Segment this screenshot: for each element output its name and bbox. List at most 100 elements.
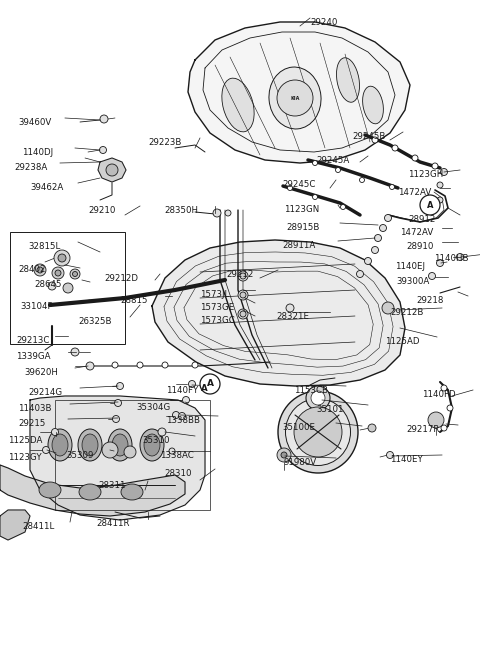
Circle shape: [158, 428, 166, 436]
Ellipse shape: [286, 398, 350, 466]
Text: 1123GY: 1123GY: [8, 453, 42, 462]
Text: 26325B: 26325B: [78, 317, 111, 326]
Circle shape: [437, 182, 443, 188]
Ellipse shape: [278, 391, 358, 473]
Ellipse shape: [336, 58, 360, 102]
Text: 1339GA: 1339GA: [16, 352, 50, 361]
Circle shape: [115, 400, 121, 407]
Circle shape: [240, 273, 246, 279]
Text: 39462A: 39462A: [30, 183, 63, 192]
Text: 1123GN: 1123GN: [284, 205, 319, 214]
Circle shape: [364, 258, 372, 264]
Text: 28321E: 28321E: [276, 312, 309, 321]
Circle shape: [312, 161, 317, 165]
Text: 29212D: 29212D: [104, 274, 138, 283]
Ellipse shape: [222, 78, 254, 132]
Text: 29238A: 29238A: [14, 163, 47, 172]
Circle shape: [70, 269, 80, 279]
Ellipse shape: [108, 429, 132, 461]
Circle shape: [286, 304, 294, 312]
Circle shape: [51, 428, 59, 436]
Text: 1140EJ: 1140EJ: [395, 262, 425, 271]
Circle shape: [412, 155, 418, 161]
Text: 28411R: 28411R: [96, 519, 130, 528]
Circle shape: [100, 115, 108, 123]
Text: 39300A: 39300A: [396, 277, 429, 286]
Text: 28402: 28402: [18, 265, 46, 274]
Ellipse shape: [121, 484, 143, 500]
Text: 29212: 29212: [226, 270, 253, 279]
Text: 28910: 28910: [406, 242, 433, 251]
Circle shape: [277, 448, 291, 462]
Ellipse shape: [48, 429, 72, 461]
Circle shape: [137, 362, 143, 368]
Circle shape: [106, 164, 118, 176]
Text: 29212B: 29212B: [390, 308, 423, 317]
Polygon shape: [152, 240, 405, 386]
Ellipse shape: [82, 434, 98, 456]
Circle shape: [312, 194, 317, 199]
Circle shape: [238, 271, 248, 281]
Text: 29215: 29215: [18, 419, 46, 428]
Text: 29245C: 29245C: [282, 180, 315, 189]
Text: A: A: [206, 380, 214, 388]
Circle shape: [436, 260, 444, 266]
Bar: [55, 400, 210, 510]
Circle shape: [441, 385, 447, 391]
Circle shape: [238, 290, 248, 300]
Text: 91980V: 91980V: [284, 458, 317, 467]
Circle shape: [63, 283, 73, 293]
Circle shape: [169, 448, 175, 454]
Circle shape: [441, 169, 447, 176]
Circle shape: [380, 224, 386, 232]
Circle shape: [240, 311, 246, 317]
Circle shape: [240, 292, 246, 298]
Polygon shape: [30, 396, 205, 520]
Text: 32815L: 32815L: [28, 242, 60, 251]
Circle shape: [277, 80, 313, 116]
Circle shape: [102, 442, 118, 458]
Text: 35309: 35309: [66, 451, 94, 460]
Text: 29213C: 29213C: [16, 336, 49, 345]
Text: 1123GH: 1123GH: [408, 170, 443, 179]
Circle shape: [441, 425, 447, 431]
Circle shape: [200, 374, 220, 394]
Circle shape: [306, 386, 330, 410]
Circle shape: [238, 309, 248, 319]
Circle shape: [420, 195, 440, 215]
Text: 29217R: 29217R: [406, 425, 439, 434]
Text: 29245B: 29245B: [352, 132, 385, 141]
Polygon shape: [188, 22, 410, 163]
Text: 1472AV: 1472AV: [398, 188, 431, 197]
Text: 35101: 35101: [316, 405, 344, 414]
Circle shape: [382, 302, 394, 314]
Circle shape: [432, 163, 438, 169]
Circle shape: [389, 184, 395, 190]
Polygon shape: [0, 465, 185, 516]
Circle shape: [392, 145, 398, 151]
Circle shape: [52, 267, 64, 279]
Text: 33104P: 33104P: [20, 302, 53, 311]
Circle shape: [357, 270, 363, 277]
Text: 11403B: 11403B: [18, 404, 51, 413]
Ellipse shape: [78, 429, 102, 461]
Circle shape: [37, 267, 43, 273]
Ellipse shape: [362, 86, 384, 124]
Circle shape: [54, 250, 70, 266]
Text: 29218: 29218: [416, 296, 444, 305]
Circle shape: [86, 362, 94, 370]
Circle shape: [447, 405, 453, 411]
Ellipse shape: [269, 67, 321, 129]
Circle shape: [34, 264, 46, 276]
Circle shape: [71, 348, 79, 356]
Ellipse shape: [140, 429, 164, 461]
Circle shape: [368, 424, 376, 432]
Text: 1573JL: 1573JL: [200, 290, 229, 299]
Text: 1153CB: 1153CB: [294, 386, 328, 395]
Text: 28915B: 28915B: [286, 223, 319, 232]
Text: 29214G: 29214G: [28, 388, 62, 397]
Text: 29240: 29240: [310, 18, 337, 27]
Circle shape: [437, 197, 443, 203]
Text: 1140EY: 1140EY: [390, 455, 423, 464]
Circle shape: [179, 413, 185, 419]
